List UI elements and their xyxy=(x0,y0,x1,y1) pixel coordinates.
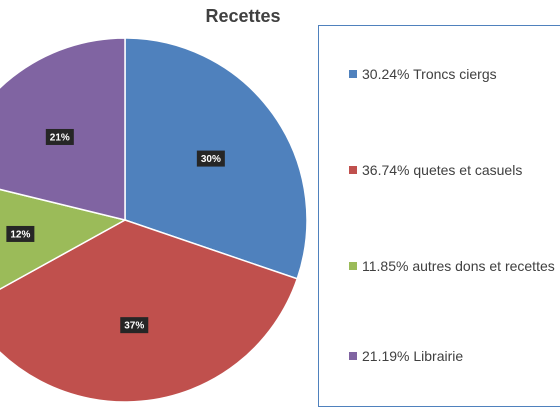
pie-slices xyxy=(0,37,308,403)
slice-label-background xyxy=(196,150,225,167)
legend-label: 36.74% quetes et casuels xyxy=(362,162,523,178)
pie-slice xyxy=(0,219,299,403)
legend-label: 21.19% Librairie xyxy=(362,348,464,364)
chart-legend: 30.24% Troncs ciergs 36.74% quetes et ca… xyxy=(318,25,560,407)
slice-data-label: 21% xyxy=(45,128,74,145)
legend-item-quetes-casuels: 36.74% quetes et casuels xyxy=(349,162,522,178)
slice-label-background xyxy=(45,128,74,145)
slice-data-label: 12% xyxy=(6,225,35,242)
slice-label-text: 21% xyxy=(50,132,70,143)
legend-swatch-troncs-ciergs xyxy=(349,70,357,78)
slice-data-label: 30% xyxy=(196,150,225,167)
chart-title: Recettes xyxy=(205,6,281,26)
legend-item-troncs-ciergs: 30.24% Troncs ciergs xyxy=(349,66,497,82)
legend-item-librairie: 21.19% Librairie xyxy=(349,348,463,364)
slice-label-text: 30% xyxy=(201,154,221,165)
legend-swatch-autres-dons xyxy=(349,262,357,270)
legend-label: 11.85% autres dons et recettes xyxy=(362,258,555,274)
pie-slice xyxy=(0,188,128,290)
slice-label-background xyxy=(6,225,35,242)
pie-data-labels: 30% 37% 12% 21% xyxy=(6,128,225,334)
slice-label-text: 12% xyxy=(10,229,30,240)
slice-label-text: 37% xyxy=(124,321,144,332)
legend-swatch-quetes-casuels xyxy=(349,166,357,174)
slice-label-background xyxy=(120,317,149,334)
slice-data-label: 37% xyxy=(120,317,149,334)
legend-swatch-librairie xyxy=(349,352,357,360)
legend-label: 30.24% Troncs ciergs xyxy=(362,66,497,82)
legend-item-autres-dons: 11.85% autres dons et recettes xyxy=(349,258,555,274)
